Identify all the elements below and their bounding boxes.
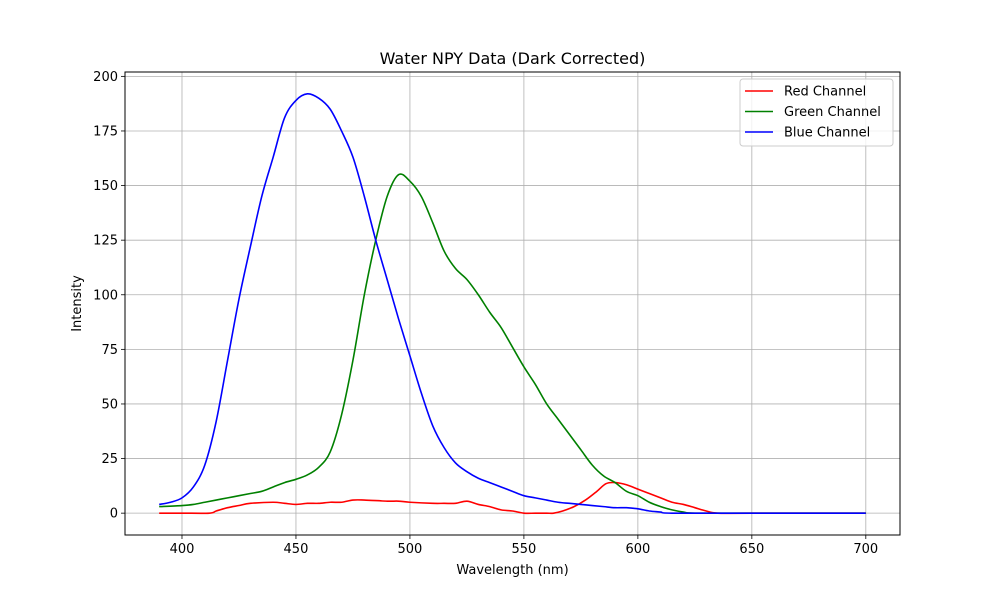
y-axis-label: Intensity — [70, 275, 85, 332]
x-tick-label: 500 — [398, 542, 423, 557]
y-tick-label: 0 — [110, 507, 118, 522]
legend-label: Green Channel — [784, 105, 881, 120]
x-axis-label: Wavelength (nm) — [456, 563, 568, 578]
legend-label: Red Channel — [784, 85, 866, 100]
y-tick-label: 75 — [101, 343, 118, 358]
green-channelline — [159, 173, 866, 515]
y-tick-label: 125 — [93, 234, 118, 249]
y-tick-label: 100 — [93, 288, 118, 303]
y-tick-label: 25 — [101, 452, 118, 467]
x-tick-label: 450 — [284, 542, 309, 557]
grid — [125, 72, 900, 535]
chart-title: Water NPY Data (Dark Corrected) — [380, 49, 646, 68]
y-tick-label: 200 — [93, 70, 118, 85]
blue-channelline — [159, 93, 866, 515]
axis-ticks: 400 450 500 550 600 650 700 0 25 50 75 100 125 150 175… — [93, 70, 878, 557]
y-tick-label: 50 — [101, 397, 118, 412]
y-tick-label: 150 — [93, 179, 118, 194]
x-tick-label: 400 — [170, 542, 195, 557]
red-channelline — [159, 481, 866, 515]
legend-label: Blue Channel — [784, 126, 870, 141]
x-tick-label: 550 — [511, 542, 536, 557]
legend: Red Channel Green Channel Blue Channel — [739, 78, 894, 147]
x-tick-label: 600 — [625, 542, 650, 557]
legend-box — [739, 78, 894, 147]
plot-frame — [124, 71, 901, 536]
series-lines — [159, 93, 866, 515]
x-tick-label: 700 — [853, 542, 878, 557]
x-tick-label: 650 — [739, 542, 764, 557]
y-tick-label: 175 — [93, 124, 118, 139]
